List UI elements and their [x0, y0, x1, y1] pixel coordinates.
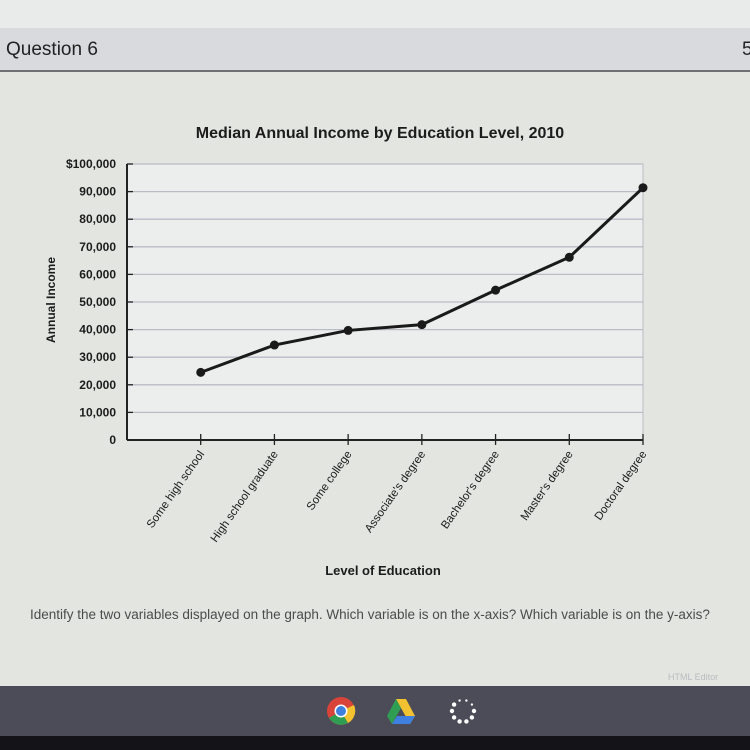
- y-tick-label: 90,000: [79, 185, 116, 199]
- spinner-dot: [471, 708, 477, 714]
- x-tick-label: Some high school: [145, 449, 207, 531]
- y-tick-label: 10,000: [79, 405, 116, 419]
- x-tick-label: Bachelor's degree: [439, 449, 502, 532]
- y-tick-label: 50,000: [79, 295, 116, 309]
- x-tick-label: Some college: [305, 449, 355, 513]
- google-drive-icon[interactable]: [386, 696, 416, 726]
- x-tick-label: High school graduate: [209, 449, 281, 545]
- question-title: Question 6: [6, 39, 98, 60]
- taskbar: [0, 686, 750, 736]
- screen-bezel: [0, 736, 750, 750]
- y-tick-label: 40,000: [79, 323, 116, 337]
- data-point: [491, 285, 501, 295]
- x-axis-label: Level of Education: [325, 563, 441, 578]
- x-tick-label: Doctoral degree: [593, 449, 650, 523]
- income-line-chart: Median Annual Income by Education Level,…: [44, 125, 650, 578]
- spinner-dot: [465, 699, 468, 702]
- x-tick-label: Master's degree: [519, 449, 576, 523]
- x-tick-label: Associate's degree: [363, 449, 428, 535]
- spinner-dot: [457, 719, 462, 724]
- question-header: Question 6 5: [0, 28, 750, 72]
- y-tick-label: 0: [109, 433, 116, 447]
- y-tick-label: 20,000: [79, 378, 116, 392]
- y-tick-label: 80,000: [79, 212, 116, 226]
- question-points: 5: [742, 39, 750, 60]
- data-point: [417, 320, 427, 330]
- y-tick-label: 60,000: [79, 267, 116, 281]
- data-point: [269, 340, 279, 350]
- spinner-dot: [469, 715, 475, 720]
- loading-spinner-icon: [448, 696, 478, 726]
- y-tick-label: 30,000: [79, 350, 116, 364]
- html-editor-label[interactable]: HTML Editor: [668, 672, 719, 682]
- spinner-dot: [470, 703, 474, 706]
- y-tick-label: $100,000: [66, 157, 116, 171]
- data-point: [196, 367, 206, 377]
- spinner-dot: [458, 699, 461, 702]
- data-point: [638, 183, 648, 193]
- spinner-dot: [451, 702, 457, 707]
- chart-title: Median Annual Income by Education Level,…: [196, 125, 564, 142]
- data-point: [343, 325, 353, 335]
- y-tick-label: 70,000: [79, 240, 116, 254]
- question-text: Identify the two variables displayed on …: [30, 607, 710, 622]
- spinner-dot: [464, 719, 469, 724]
- data-point: [564, 252, 574, 262]
- y-axis-label: Annual Income: [44, 257, 58, 343]
- chrome-icon[interactable]: [326, 696, 356, 726]
- spinner-dot: [449, 708, 455, 714]
- spinner-dot: [451, 715, 457, 720]
